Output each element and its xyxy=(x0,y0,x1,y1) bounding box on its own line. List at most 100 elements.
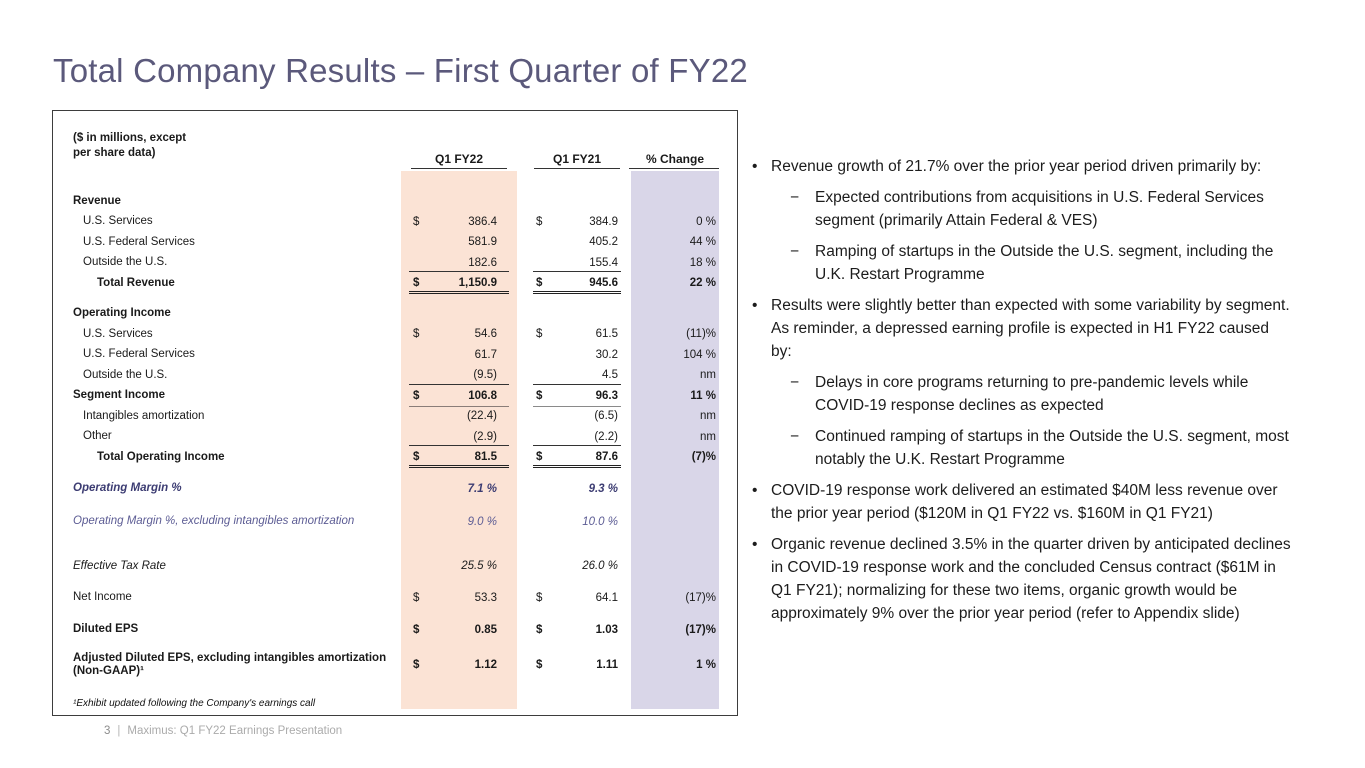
cell-pct: nm xyxy=(700,410,716,423)
currency-symbol: $ xyxy=(413,591,420,604)
dash-marker: − xyxy=(790,374,800,391)
cell-value: 384.9 xyxy=(589,215,618,228)
cell-pct: (11)% xyxy=(686,328,716,341)
table-row: Outside the U.S. 182.6 155.4 18 % xyxy=(53,253,737,274)
currency-symbol: $ xyxy=(413,451,420,464)
units-note-line2: per share data) xyxy=(73,147,156,159)
cell-pct: (17)% xyxy=(685,591,716,604)
cell-pct: 11 % xyxy=(690,389,716,402)
currency-symbol: $ xyxy=(413,659,420,671)
sub-bullet-item: − Delays in core programs returning to p… xyxy=(790,371,1342,417)
currency-symbol: $ xyxy=(536,451,543,464)
dash-marker: − xyxy=(790,428,800,445)
table-footnote: ¹Exhibit updated following the Company's… xyxy=(73,698,316,709)
cell-pct: nm xyxy=(700,430,716,443)
fy22-column-highlight xyxy=(401,171,517,709)
cell-value: 155.4 xyxy=(589,256,618,269)
table-row: Operating Margin % 7.1 % 9.3 % xyxy=(53,479,737,500)
cell-value: 30.2 xyxy=(595,348,618,361)
change-column-highlight xyxy=(631,171,719,709)
cell-value: 106.8 xyxy=(468,389,497,402)
cell-value: 1.03 xyxy=(595,623,618,636)
currency-symbol: $ xyxy=(413,328,420,341)
cell-pct: 0 % xyxy=(696,215,716,228)
cell-value: 945.6 xyxy=(589,277,618,290)
row-label: U.S. Services xyxy=(83,215,153,227)
cell-value: 61.7 xyxy=(474,348,497,361)
currency-symbol: $ xyxy=(536,389,543,402)
cell-value: 9.0 % xyxy=(467,516,497,528)
bullet-item: • Revenue growth of 21.7% over the prior… xyxy=(742,155,1342,178)
cell-pct: (17)% xyxy=(685,623,716,636)
table-rows: Revenue U.S. Services $386.4 $384.9 0 % … xyxy=(53,191,737,710)
cell-value: 26.0 % xyxy=(582,560,618,573)
cell-value: (2.9) xyxy=(473,430,497,443)
sub-bullet-item: − Expected contributions from acquisitio… xyxy=(790,186,1342,232)
sub-bullet-text: Expected contributions from acquisitions… xyxy=(815,189,1264,229)
column-header-pct-change: % Change xyxy=(629,111,719,169)
bullet-text: Organic revenue declined 3.5% in the qua… xyxy=(771,536,1291,622)
cell-value: 405.2 xyxy=(589,236,618,249)
bullet-text: Results were slightly better than expect… xyxy=(771,297,1290,360)
table-row: U.S. Services $54.6 $61.5 (11)% xyxy=(53,324,737,345)
page-title: Total Company Results – First Quarter of… xyxy=(53,52,748,89)
row-label: Total Revenue xyxy=(97,276,175,289)
cell-value: 7.1 % xyxy=(467,482,497,495)
table-row: U.S. Federal Services 61.7 30.2 104 % xyxy=(53,345,737,366)
table-row: Revenue xyxy=(53,191,737,212)
cell-value: 4.5 xyxy=(602,369,618,382)
cell-value: 25.5 % xyxy=(461,560,497,573)
cell-value: (22.4) xyxy=(466,410,497,423)
table-row: U.S. Federal Services 581.9 405.2 44 % xyxy=(53,232,737,253)
row-label: U.S. Services xyxy=(83,327,153,340)
column-header-q1fy22: Q1 FY22 xyxy=(401,111,517,169)
row-label: Outside the U.S. xyxy=(83,368,168,381)
bullet-marker: • xyxy=(752,536,758,553)
cell-value: 81.5 xyxy=(474,451,497,464)
table-row: Operating Income xyxy=(53,304,737,325)
row-label: Operating Income xyxy=(73,307,171,319)
bullet-text: Revenue growth of 21.7% over the prior y… xyxy=(771,158,1262,175)
table-row: Adjusted Diluted EPS, excluding intangib… xyxy=(53,647,737,683)
page-number: 3 xyxy=(104,725,111,737)
row-label: Effective Tax Rate xyxy=(73,559,166,572)
row-label: Intangibles amortization xyxy=(83,409,205,422)
cell-value: 182.6 xyxy=(468,256,497,269)
sub-bullet-item: − Continued ramping of startups in the O… xyxy=(790,425,1342,471)
table-row: Outside the U.S. (9.5) 4.5 nm xyxy=(53,365,737,386)
cell-pct: (7)% xyxy=(691,451,716,464)
dash-marker: − xyxy=(790,243,800,260)
table-row: Effective Tax Rate 25.5 % 26.0 % xyxy=(53,556,737,577)
currency-symbol: $ xyxy=(536,328,543,341)
currency-symbol: $ xyxy=(536,215,543,228)
row-label: Outside the U.S. xyxy=(83,256,168,268)
cell-pct: 22 % xyxy=(689,277,716,290)
cell-value: 0.85 xyxy=(474,623,497,636)
cell-pct: nm xyxy=(700,369,716,382)
table-row: Diluted EPS $0.85 $1.03 (17)% xyxy=(53,620,737,641)
cell-value: 54.6 xyxy=(474,328,497,341)
sub-bullet-item: − Ramping of startups in the Outside the… xyxy=(790,240,1342,286)
slide-footer: 3 | Maximus: Q1 FY22 Earnings Presentation xyxy=(104,725,342,737)
cell-pct: 104 % xyxy=(683,348,716,361)
cell-value: 87.6 xyxy=(595,451,618,464)
row-label: Revenue xyxy=(73,194,121,207)
cell-value: 9.3 % xyxy=(588,482,618,495)
row-label: U.S. Federal Services xyxy=(83,348,195,360)
sub-bullet-text: Continued ramping of startups in the Out… xyxy=(815,428,1289,468)
sub-bullet-text: Delays in core programs returning to pre… xyxy=(815,374,1249,414)
currency-symbol: $ xyxy=(413,215,420,228)
cell-value: 96.3 xyxy=(595,389,618,402)
cell-value: 1.12 xyxy=(474,659,497,671)
cell-value: 386.4 xyxy=(468,215,497,228)
cell-value: 53.3 xyxy=(474,591,497,604)
bullet-item: • Organic revenue declined 3.5% in the q… xyxy=(742,533,1342,625)
table-row: Segment Income $106.8 $96.3 11 % xyxy=(53,386,737,407)
currency-symbol: $ xyxy=(413,277,420,290)
table-row: Intangibles amortization (22.4) (6.5) nm xyxy=(53,406,737,427)
financial-results-table: ($ in millions, except per share data) Q… xyxy=(52,110,738,716)
bullet-item: • Results were slightly better than expe… xyxy=(742,294,1342,363)
commentary-notes: • Revenue growth of 21.7% over the prior… xyxy=(742,155,1342,633)
currency-symbol: $ xyxy=(536,277,543,290)
